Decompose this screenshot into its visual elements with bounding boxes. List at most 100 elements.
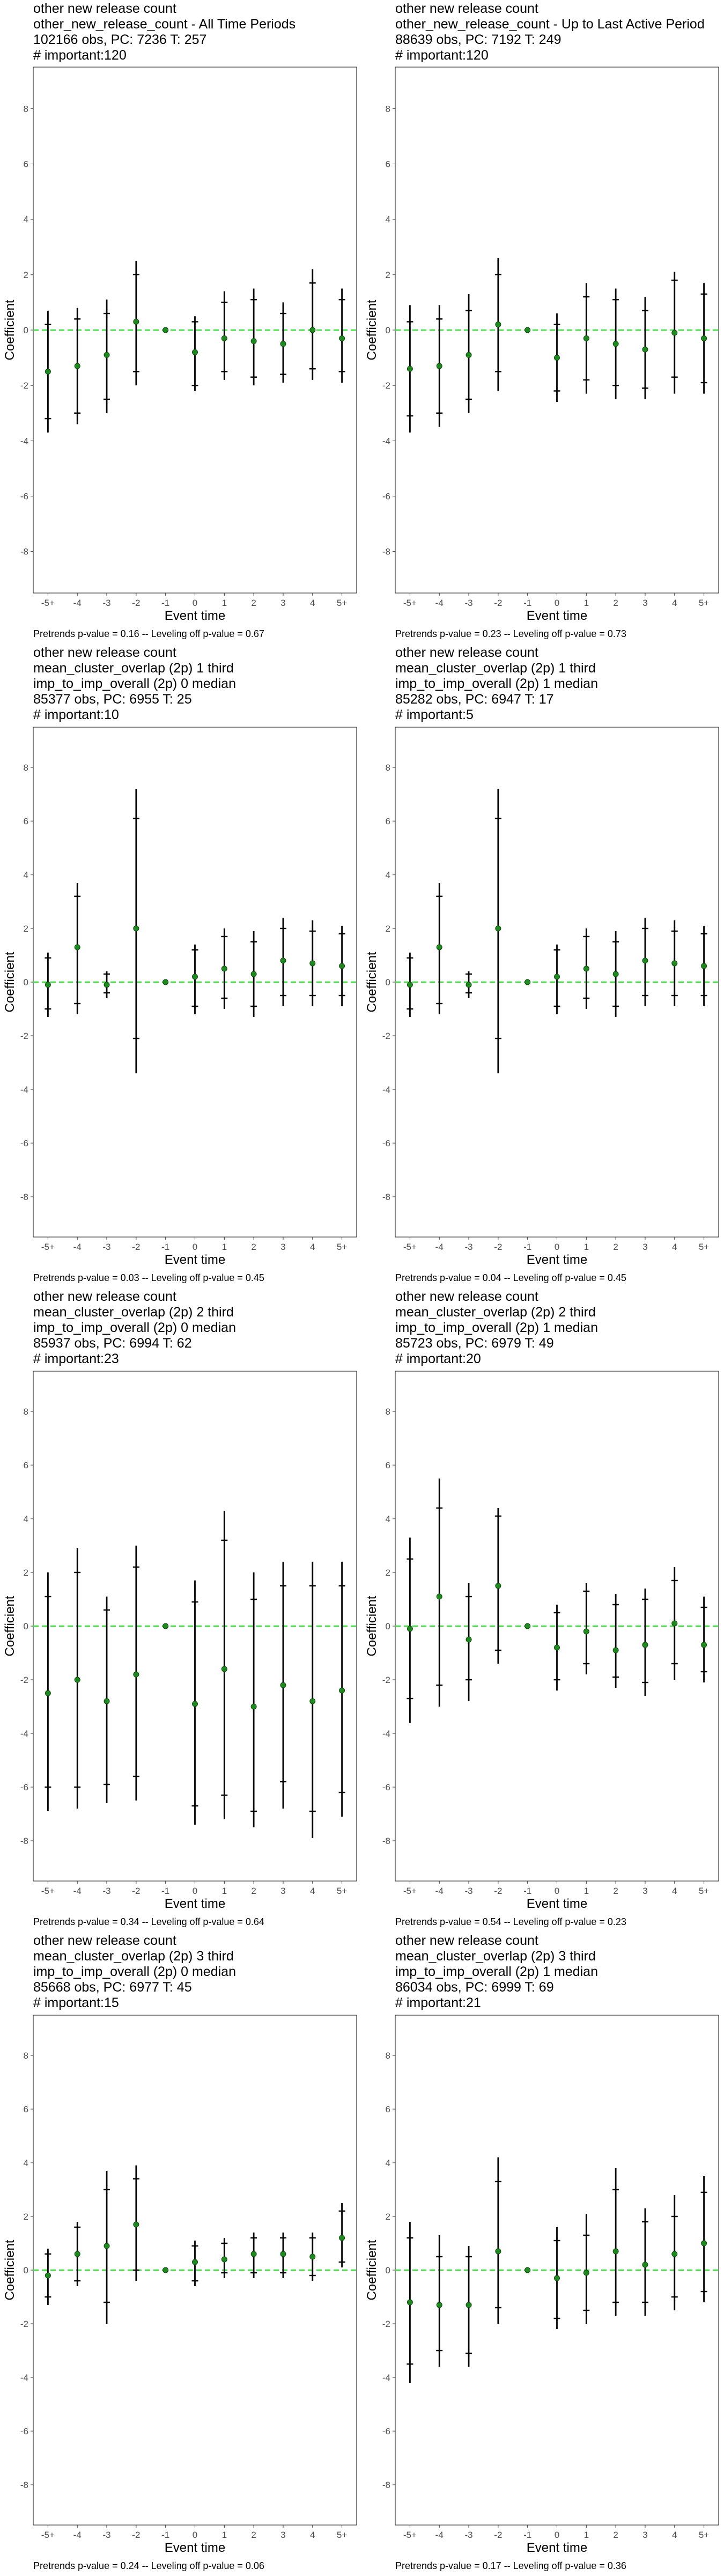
data-point: [642, 957, 648, 964]
y-axis-title: Coefficient: [3, 299, 17, 360]
data-point: [280, 1682, 286, 1688]
data-point: [524, 1623, 531, 1629]
data-point: [192, 2259, 198, 2265]
y-tick-label: -2: [20, 380, 28, 391]
data-point: [192, 1701, 198, 1707]
x-axis-title: Event time: [527, 2541, 587, 2555]
chart-plot: -8 -6 -4 -2 0 2 4 6 8 -5+ -4 -3 -2 -1 0 1 2 3 4 5+ Event tim…: [3, 727, 357, 1267]
x-tick-label: 5+: [699, 1886, 709, 1896]
x-tick-label: -2: [494, 1886, 502, 1896]
y-tick-label: -4: [382, 1085, 390, 1095]
chart-plot: -8 -6 -4 -2 0 2 4 6 8 -5+ -4 -3 -2 -1 0 1 2 3 4 5+ Event tim…: [3, 1371, 357, 1911]
data-point: [466, 2302, 472, 2308]
x-tick-label: 1: [222, 2530, 227, 2540]
x-tick-label: 3: [642, 1886, 647, 1896]
data-point: [45, 982, 51, 988]
chart-title-line: imp_to_imp_overall (2p) 1 median: [395, 1320, 598, 1335]
data-point: [339, 335, 345, 341]
chart-title: other new release count mean_cluster_over…: [395, 1289, 598, 1367]
y-tick-label: 2: [24, 924, 28, 934]
x-tick-label: -1: [523, 2530, 531, 2540]
x-tick-label: -4: [73, 1886, 82, 1896]
y-tick-label: 6: [24, 159, 28, 170]
x-tick-label: 3: [280, 1886, 285, 1896]
chart-title-line: other new release count: [395, 1289, 538, 1304]
y-tick-label: -6: [20, 491, 28, 501]
chart-title-line: other new release count: [33, 645, 176, 660]
y-tick-label: 2: [386, 270, 390, 280]
y-tick-label: -8: [20, 2480, 28, 2490]
y-tick-label: 0: [386, 1621, 390, 1631]
y-tick-label: 6: [24, 2104, 28, 2114]
x-tick-label: 1: [584, 1242, 589, 1252]
y-tick-label: 2: [24, 270, 28, 280]
chart-title-line: other new release count: [33, 1, 176, 16]
y-tick-label: -4: [20, 1729, 28, 1739]
chart-title-line: 85377 obs, PC: 6955 T: 25: [33, 692, 192, 707]
chart-title-line: # important:20: [395, 1351, 481, 1366]
x-tick-label: -1: [161, 1242, 169, 1252]
chart-plot: -8 -6 -4 -2 0 2 4 6 8 -5+ -4 -3 -2 -1 0 1 2 3 4 5+ Event tim…: [365, 1371, 719, 1911]
chart-title: other new release count mean_cluster_over…: [33, 1289, 236, 1367]
chart-title-line: 86034 obs, PC: 6999 T: 69: [395, 1980, 554, 1995]
y-tick-label: -6: [20, 1138, 28, 1148]
data-point: [162, 2267, 169, 2273]
data-point: [104, 1698, 110, 1704]
data-point: [583, 1628, 589, 1635]
x-tick-label: -5+: [403, 598, 417, 608]
x-axis-title: Event time: [527, 1897, 587, 1911]
x-tick-label: -3: [464, 598, 472, 608]
x-tick-label: 3: [280, 1242, 285, 1252]
x-axis-title: Event time: [165, 1253, 225, 1267]
chart-title-line: imp_to_imp_overall (2p) 0 median: [33, 1320, 236, 1335]
x-tick-label: -1: [523, 1886, 531, 1896]
x-tick-label: -4: [435, 2530, 444, 2540]
data-point: [309, 960, 316, 967]
x-tick-label: -1: [161, 598, 169, 608]
data-point: [221, 2256, 227, 2263]
y-axis-title: Coefficient: [365, 1596, 379, 1656]
y-tick-label: 0: [24, 977, 28, 987]
data-point: [162, 979, 169, 985]
x-tick-label: 5+: [337, 1242, 347, 1252]
chart-title-line: mean_cluster_overlap (2p) 3 third: [33, 1949, 234, 1964]
chart-title-line: mean_cluster_overlap (2p) 2 third: [395, 1305, 596, 1320]
y-tick-label: 0: [386, 2265, 390, 2275]
chart-title-line: imp_to_imp_overall (2p) 1 median: [395, 676, 598, 691]
chart-title: other new release count mean_cluster_over…: [33, 645, 236, 723]
y-tick-label: 6: [386, 816, 390, 826]
data-point: [407, 1626, 413, 1632]
x-tick-label: 2: [613, 598, 618, 608]
y-tick-label: 8: [386, 2051, 390, 2061]
data-point: [671, 330, 678, 336]
chart-title-line: # important:120: [395, 48, 489, 63]
y-tick-label: 0: [24, 2265, 28, 2275]
pvalue-footnote: Pretrends p-value = 0.54 -- Leveling off…: [395, 1916, 626, 1927]
y-tick-label: -4: [382, 2373, 390, 2383]
chart-title-line: mean_cluster_overlap (2p) 3 third: [395, 1949, 596, 1964]
x-tick-label: 0: [555, 1242, 559, 1252]
x-tick-label: 0: [555, 1886, 559, 1896]
chart-title-line: imp_to_imp_overall (2p) 0 median: [33, 1964, 236, 1979]
x-tick-label: 0: [193, 1242, 197, 1252]
x-tick-label: 4: [672, 2530, 677, 2540]
chart-title-line: 102166 obs, PC: 7236 T: 257: [33, 32, 207, 47]
data-point: [612, 2248, 619, 2255]
data-point: [642, 1642, 648, 1648]
chart-title-line: other_new_release_count - All Time Perio…: [33, 17, 296, 32]
x-tick-label: 2: [613, 1886, 618, 1896]
x-tick-label: 0: [555, 2530, 559, 2540]
data-point: [407, 982, 413, 988]
y-tick-label: -2: [382, 1031, 390, 1041]
chart-title-line: 85282 obs, PC: 6947 T: 17: [395, 692, 554, 707]
chart-title-line: other new release count: [33, 1289, 176, 1304]
data-point: [583, 965, 589, 972]
x-tick-label: -2: [132, 598, 140, 608]
data-point: [133, 925, 139, 932]
y-axis-title: Coefficient: [365, 952, 379, 1012]
chart-panel: other new release count mean_cluster_over…: [0, 1288, 362, 1932]
x-tick-label: -4: [73, 2530, 82, 2540]
chart-title-line: 88639 obs, PC: 7192 T: 249: [395, 32, 562, 47]
data-point: [280, 957, 286, 964]
